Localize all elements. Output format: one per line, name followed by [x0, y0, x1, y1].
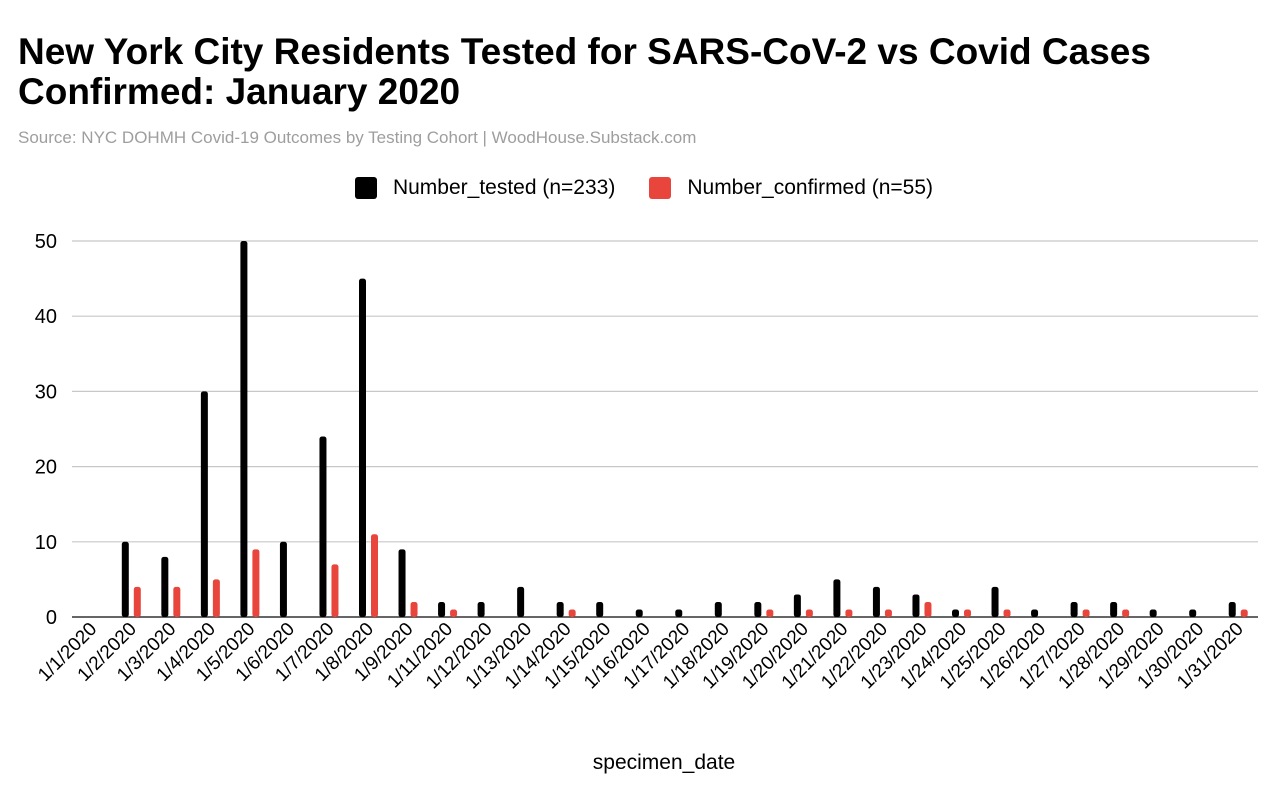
bar-tested: [1149, 609, 1157, 617]
bar-confirmed: [568, 609, 576, 617]
bar-confirmed: [1082, 609, 1090, 617]
bar-tested: [991, 586, 999, 617]
bar-confirmed: [1240, 609, 1248, 617]
bar-tested: [1070, 601, 1078, 617]
bar-tested: [833, 579, 841, 617]
bar-confirmed: [133, 586, 141, 617]
bar-tested: [675, 609, 683, 617]
bar-tested: [1110, 601, 1118, 617]
y-tick-label: 20: [35, 457, 57, 479]
bar-tested: [635, 609, 643, 617]
legend-item-confirmed: Number_confirmed (n=55): [649, 176, 933, 200]
bar-tested: [121, 541, 129, 617]
bar-confirmed: [252, 549, 260, 617]
bar-tested: [1189, 609, 1197, 617]
chart-subtitle: Source: NYC DOHMH Covid-19 Outcomes by T…: [18, 128, 697, 147]
legend-swatch-confirmed: [649, 177, 672, 199]
bar-confirmed: [924, 601, 932, 617]
bar-confirmed: [371, 534, 378, 617]
bar-confirmed: [884, 609, 892, 617]
bar-tested: [240, 241, 248, 617]
bar-tested: [1031, 609, 1039, 617]
bar-confirmed: [964, 609, 971, 617]
bar-tested: [517, 586, 525, 617]
bar-tested: [477, 601, 485, 617]
legend-label-confirmed: Number_confirmed (n=55): [687, 176, 934, 199]
legend-item-tested: Number_tested (n=233): [354, 176, 616, 200]
bar-tested: [714, 601, 722, 617]
bar-confirmed: [331, 564, 339, 617]
bar-tested: [398, 549, 406, 617]
bar-tested: [754, 601, 762, 617]
bar-confirmed: [173, 586, 181, 617]
bar-confirmed: [1122, 609, 1130, 617]
y-tick-label: 30: [35, 381, 57, 403]
bar-tested: [161, 556, 169, 617]
legend-label-tested: Number_tested (n=233): [392, 176, 616, 199]
bar-tested: [279, 541, 287, 617]
bar-confirmed: [1003, 609, 1011, 617]
y-tick-label: 0: [46, 607, 57, 629]
bar-tested: [1228, 601, 1236, 617]
bar-confirmed: [212, 579, 220, 617]
bar-confirmed: [845, 609, 853, 617]
bar-confirmed: [805, 609, 813, 617]
y-tick-label: 40: [35, 306, 57, 328]
bar-tested: [596, 601, 604, 617]
bar-tested: [556, 601, 564, 617]
chart-title: New York City Residents Tested for SARS-…: [18, 31, 1151, 112]
y-tick-label: 10: [35, 532, 57, 554]
bar-tested: [872, 586, 880, 617]
gridlines: [72, 240, 1258, 618]
bar-tested: [438, 601, 446, 617]
bar-tested: [200, 391, 208, 617]
bar-tested: [793, 594, 801, 617]
y-axis-ticks: 0 10 20 30 40 50: [35, 231, 57, 629]
bars: [121, 241, 1248, 617]
bar-confirmed: [450, 609, 458, 617]
x-axis-title: specimen_date: [593, 751, 735, 774]
bar-tested: [952, 609, 959, 617]
legend-swatch-tested: [354, 177, 377, 199]
bar-confirmed: [410, 601, 418, 617]
bar-tested: [319, 436, 327, 617]
bar-tested: [359, 278, 366, 617]
bar-confirmed: [766, 609, 774, 617]
x-axis-ticks: 1/1/20201/2/20201/3/20201/4/20201/5/2020…: [34, 619, 1248, 694]
bar-tested: [912, 594, 920, 617]
y-tick-label: 50: [35, 231, 57, 253]
chart-legend: Number_tested (n=233) Number_confirmed (…: [0, 176, 1288, 200]
